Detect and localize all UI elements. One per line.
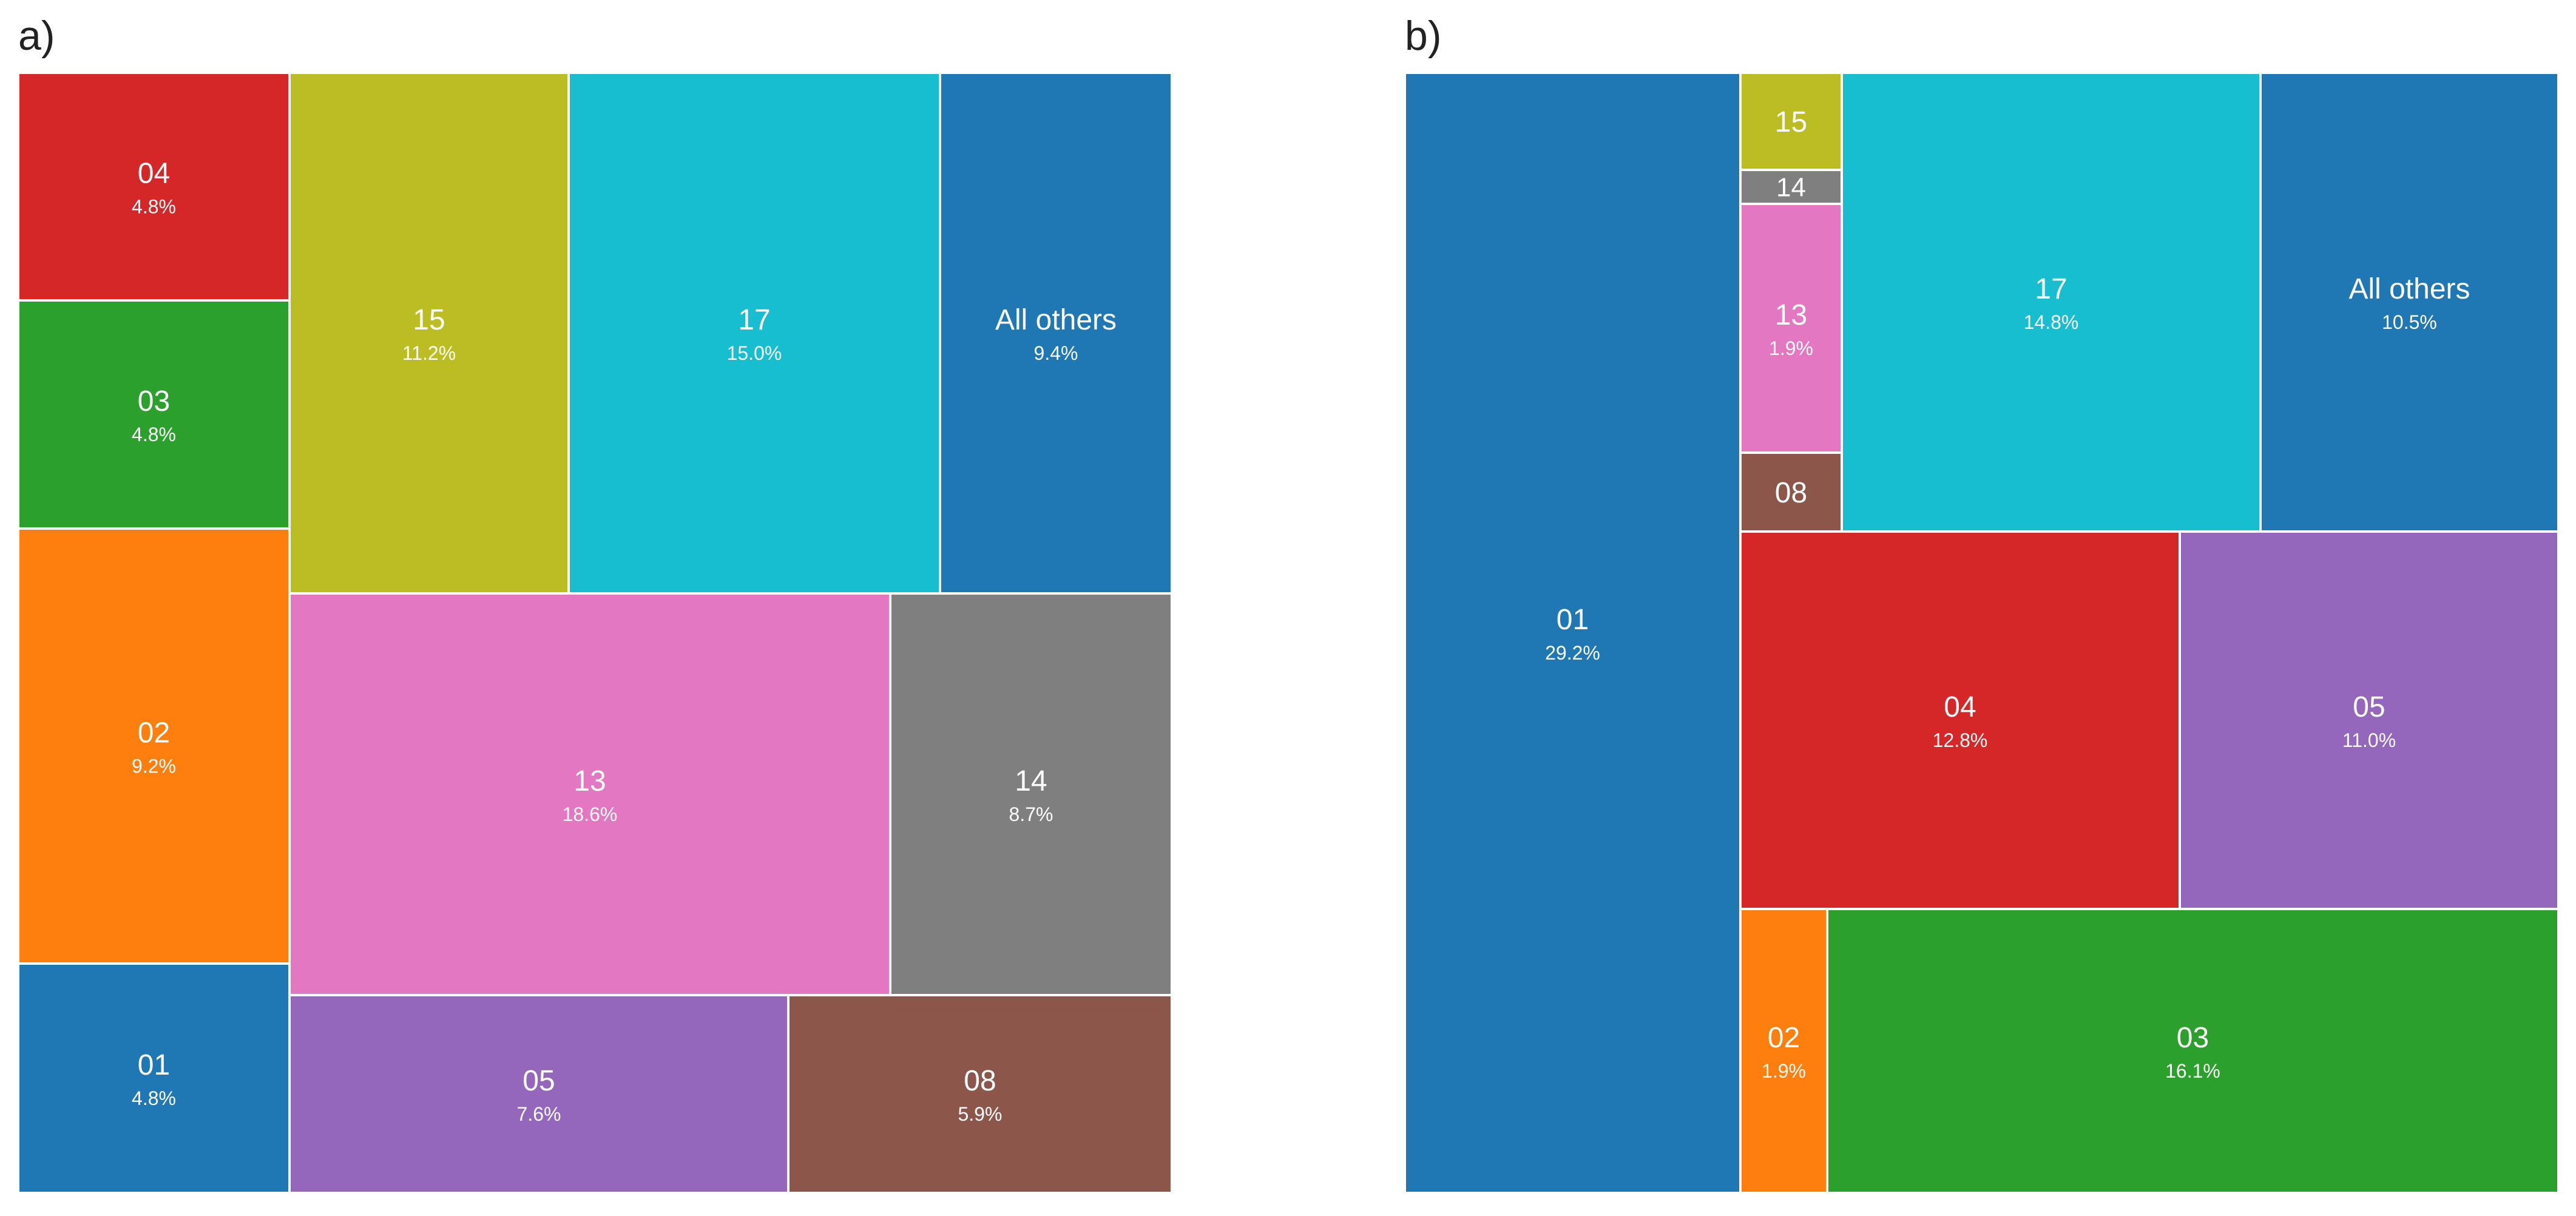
panel-b-tile-01-value: 29.2% xyxy=(1545,642,1600,664)
panel-a-tile-15-value: 11.2% xyxy=(402,342,456,364)
panel-b-tile-13-value: 1.9% xyxy=(1769,337,1813,359)
panel-b-tile-01-label: 01 xyxy=(1557,604,1589,636)
panel-a-tile-04-label: 04 xyxy=(138,158,170,190)
panel-a-tile-03-value: 4.8% xyxy=(132,424,176,445)
panel-b-tile-02-label: 02 xyxy=(1768,1022,1800,1054)
panel-b-tile-03 xyxy=(1826,908,2560,1194)
panel-b-tile-05-value: 11.0% xyxy=(2342,729,2396,751)
panel-a-tile-01-value: 4.8% xyxy=(132,1087,176,1109)
panel-a-tile-05-value: 7.6% xyxy=(517,1103,561,1125)
panel-b-tile-04-label: 04 xyxy=(1944,691,1976,723)
panel-a-tile-17-label: 17 xyxy=(738,304,770,336)
panel-a-tile-03 xyxy=(17,299,291,530)
panel-b-tile-01 xyxy=(1404,72,1742,1194)
panel-a-tile-08-value: 5.9% xyxy=(958,1103,1002,1125)
panel-b-tile-04-value: 12.8% xyxy=(1933,729,1988,751)
panel-a-tile-14-value: 8.7% xyxy=(1009,803,1053,825)
panel-a-tile-13-label: 13 xyxy=(573,765,606,797)
panel-a-tile-05 xyxy=(288,994,789,1194)
panel-a-tile-01-label: 01 xyxy=(138,1049,170,1081)
panel-b-tile-05-label: 05 xyxy=(2353,691,2385,723)
panel-a-tile-08 xyxy=(787,994,1173,1194)
treemap-panel-a: 04 4.8% 03 4.8% 02 9.2% 01 4.8% 15 11.2% 17 15.0% Al… xyxy=(17,72,1173,1194)
panel-a-tile-01 xyxy=(17,962,291,1194)
panel-a-tile-17-value: 15.0% xyxy=(727,342,782,364)
panel-b-tile-02 xyxy=(1739,908,1828,1194)
panel-b-tile-13-label: 13 xyxy=(1775,299,1807,331)
panel-a-tile-02-value: 9.2% xyxy=(132,755,176,777)
panel-b-tile-02-value: 1.9% xyxy=(1762,1060,1806,1082)
panel-a-tile-04 xyxy=(17,72,291,302)
panel-a-tile-04-value: 4.8% xyxy=(132,196,176,218)
panel-b-tile-all-others xyxy=(2259,72,2560,533)
panel-b-tile-all-others-label: All others xyxy=(2348,273,2470,305)
panel-b-tile-08 xyxy=(1739,451,1843,533)
panel-b-tile-17-value: 14.8% xyxy=(2024,311,2079,333)
panel-a-tile-15 xyxy=(288,72,570,595)
treemap-panel-b: 01 29.2% 15 14 13 1.9% 08 17 14.8% All others 10.5… xyxy=(1404,72,2560,1194)
panel-a-tile-all-others-label: All others xyxy=(995,304,1117,336)
panel-a-tile-15-label: 15 xyxy=(413,304,445,336)
panel-b-tile-08-label: 08 xyxy=(1775,477,1807,509)
panel-a-tile-13 xyxy=(288,592,891,996)
panel-b-tile-05 xyxy=(2179,530,2560,910)
panel-a-tile-02-label: 02 xyxy=(138,717,170,749)
panel-b-tile-14-label: 14 xyxy=(1776,172,1806,202)
panel-a-tile-08-label: 08 xyxy=(964,1065,996,1097)
panel-b-tile-15-label: 15 xyxy=(1775,106,1807,138)
panel-a-tile-all-others-value: 9.4% xyxy=(1034,342,1078,364)
panel-a-tile-02 xyxy=(17,527,291,965)
panel-b-label: b) xyxy=(1405,13,1441,59)
panel-b-tile-all-others-value: 10.5% xyxy=(2382,311,2437,333)
panel-b-tile-17-label: 17 xyxy=(2035,273,2067,305)
panel-a-tile-03-label: 03 xyxy=(138,385,170,417)
panel-b-tile-04 xyxy=(1739,530,2181,910)
panel-a-tile-14-label: 14 xyxy=(1015,765,1047,797)
panel-a-tile-17 xyxy=(567,72,941,595)
panel-b-tile-03-value: 16.1% xyxy=(2165,1060,2220,1082)
panel-b-tile-17 xyxy=(1841,72,2262,533)
panel-b-tile-03-label: 03 xyxy=(2177,1022,2209,1054)
panel-a-label: a) xyxy=(18,13,55,59)
panel-a-tile-05-label: 05 xyxy=(522,1065,555,1097)
panel-a-tile-13-value: 18.6% xyxy=(563,803,618,825)
